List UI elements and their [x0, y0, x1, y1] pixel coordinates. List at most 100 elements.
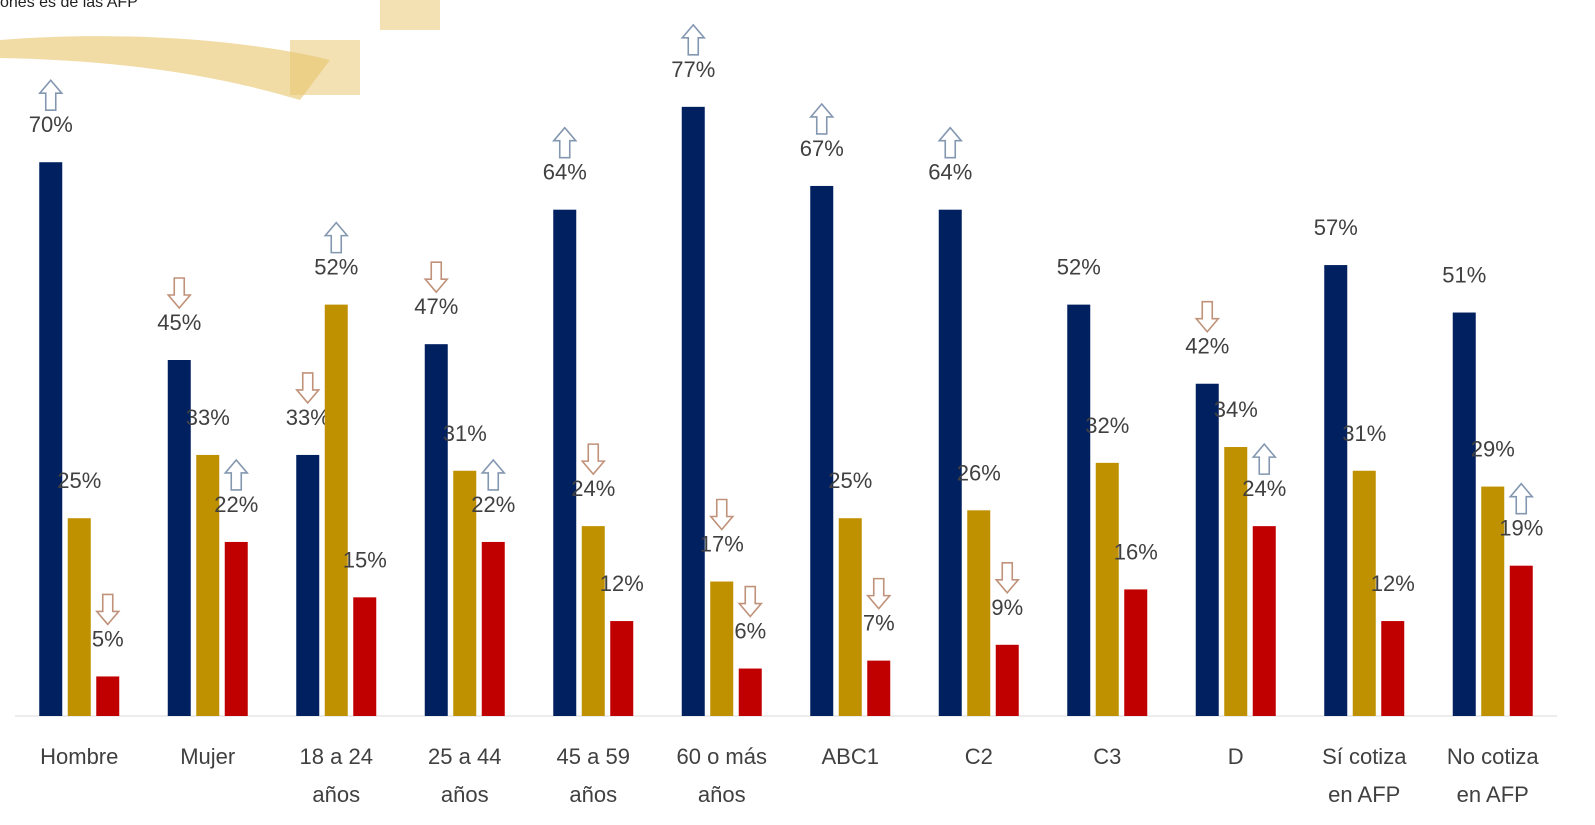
data-label: 24% — [1242, 476, 1286, 501]
data-label: 64% — [928, 160, 972, 185]
bar — [938, 209, 962, 716]
arrow-down — [1194, 300, 1220, 333]
bar — [810, 185, 834, 716]
arrow-down — [994, 561, 1020, 595]
data-label: 29% — [1471, 437, 1515, 462]
arrow-down — [95, 593, 121, 626]
bar — [1324, 265, 1348, 716]
x-tick-label: C3 — [1093, 744, 1122, 769]
arrow-down — [737, 585, 763, 618]
x-tick-label: No cotiza en AFP — [1446, 744, 1539, 807]
x-tick-label: 18 a 24 años — [299, 744, 373, 807]
data-label: 31% — [1342, 421, 1386, 446]
bar — [39, 162, 63, 716]
data-label: 34% — [1214, 397, 1258, 422]
bar — [1067, 304, 1091, 716]
arrow-up — [1508, 482, 1534, 515]
arrow-down — [580, 443, 606, 476]
data-label: 25% — [828, 468, 872, 493]
data-label: 9% — [991, 595, 1023, 620]
arrow-up — [480, 458, 506, 491]
data-label: 22% — [471, 492, 515, 517]
bar — [995, 644, 1019, 716]
arrow-up — [937, 126, 963, 159]
bar — [1224, 447, 1248, 716]
data-label: 22% — [214, 492, 258, 517]
arrow-up — [1251, 442, 1277, 475]
bar — [353, 597, 377, 716]
bar — [96, 676, 120, 716]
data-label: 42% — [1185, 334, 1229, 359]
data-label: 45% — [157, 310, 201, 335]
arrow-up — [223, 458, 249, 491]
data-label: 7% — [863, 611, 895, 636]
arrow-down — [866, 577, 892, 610]
arrow-up — [552, 126, 578, 159]
data-label: 5% — [92, 626, 124, 651]
x-tick-label: C2 — [964, 744, 993, 769]
bar — [1095, 462, 1119, 716]
bar — [1381, 621, 1405, 716]
data-label: 31% — [443, 421, 487, 446]
data-label: 33% — [286, 405, 330, 430]
data-label: 32% — [1085, 413, 1129, 438]
arrow-down — [166, 277, 192, 310]
bar — [967, 510, 991, 716]
data-label: 12% — [600, 571, 644, 596]
data-label: 52% — [1057, 255, 1101, 280]
arrow-down — [709, 498, 735, 531]
data-label: 47% — [414, 294, 458, 319]
arrow-up — [323, 221, 349, 254]
x-tick-label: Sí cotiza en AFP — [1322, 744, 1407, 807]
bar — [1352, 470, 1376, 716]
arrow-up — [680, 23, 706, 56]
bar — [424, 344, 448, 716]
bar — [224, 541, 248, 716]
data-label: 16% — [1114, 539, 1158, 564]
bar — [67, 518, 91, 716]
bar — [681, 106, 705, 717]
bar — [481, 541, 505, 716]
bar — [196, 454, 220, 716]
bar — [1195, 383, 1219, 716]
bar — [610, 621, 634, 716]
decoration — [290, 0, 440, 95]
x-tick-label: D — [1227, 744, 1244, 769]
data-label: 17% — [700, 532, 744, 557]
data-label: 67% — [800, 136, 844, 161]
annotation: ones es de las AFP — [0, 0, 138, 11]
bar — [738, 668, 762, 716]
data-label: 26% — [957, 460, 1001, 485]
bar — [1509, 565, 1533, 716]
bar — [167, 360, 191, 716]
data-label: 25% — [57, 468, 101, 493]
bar — [296, 454, 320, 716]
bar — [324, 304, 348, 716]
bar — [838, 518, 862, 716]
arrow-up — [38, 78, 64, 112]
data-label: 51% — [1442, 263, 1486, 288]
data-label: 15% — [343, 547, 387, 572]
bar — [453, 470, 477, 716]
x-tick-label: 25 a 44 años — [428, 744, 502, 807]
data-label: 77% — [671, 57, 715, 82]
data-label: 24% — [571, 476, 615, 501]
data-label: 33% — [186, 405, 230, 430]
arrow-down — [423, 261, 449, 294]
bar — [553, 209, 577, 716]
data-label: 12% — [1371, 571, 1415, 596]
data-label: 57% — [1314, 215, 1358, 240]
data-label: 6% — [734, 619, 766, 644]
decoration — [0, 36, 330, 100]
x-tick-label: 45 a 59 años — [556, 744, 630, 807]
data-label: 70% — [29, 112, 73, 137]
x-tick-label: ABC1 — [821, 744, 879, 769]
x-tick-label: 60 o más años — [676, 744, 768, 807]
bar — [1252, 526, 1276, 716]
bar — [1452, 312, 1476, 716]
data-label: 64% — [543, 160, 587, 185]
bar — [1481, 486, 1505, 716]
data-label: 19% — [1499, 516, 1543, 541]
